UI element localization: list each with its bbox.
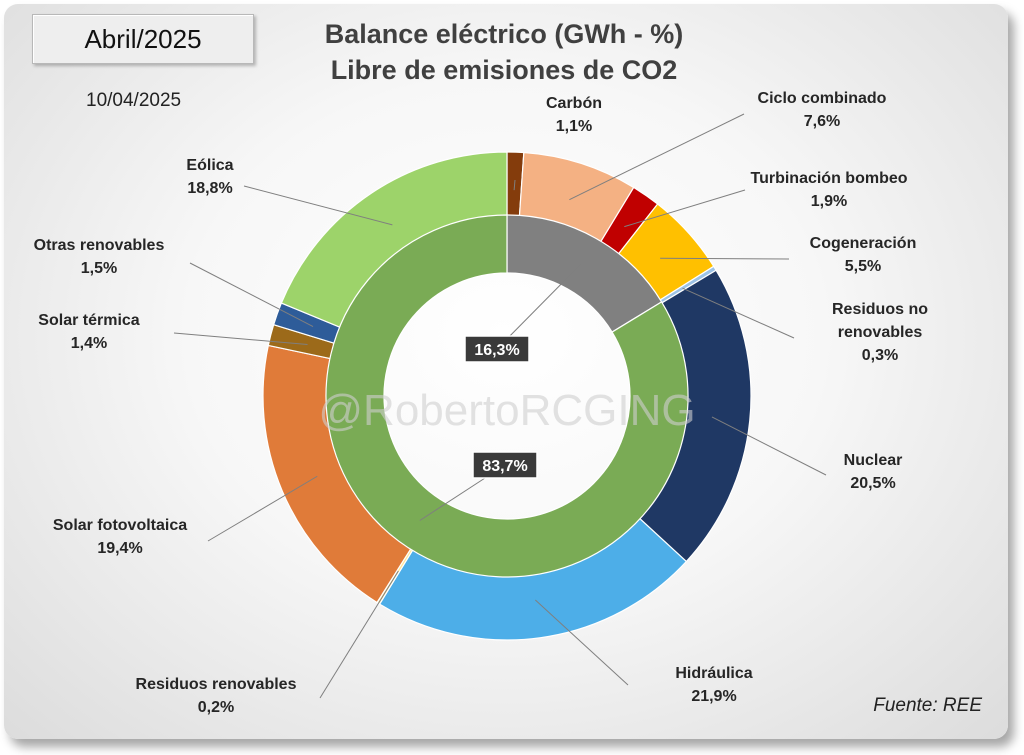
- leader-solar-fotovoltaica: [207, 475, 318, 542]
- inner-value-2: 83,7%: [482, 458, 527, 475]
- value-hidraulica: 21,9%: [691, 688, 736, 705]
- value-nuclear: 20,5%: [850, 475, 895, 492]
- value-ciclo-combinado: 7,6%: [804, 113, 840, 130]
- leader-carbon: [513, 179, 516, 191]
- inner-slice-2: [325, 214, 689, 578]
- label-cogeneracion: Cogeneración 5,5%: [810, 235, 917, 275]
- value-residuos-renovables: 0,2%: [198, 699, 234, 716]
- value-turbinacion-bombeo: 1,9%: [811, 193, 847, 210]
- leader-lines: [173, 113, 827, 699]
- label-ciclo-combinado: Ciclo combinado 7,6%: [758, 90, 887, 130]
- source-note: Fuente: REE: [873, 695, 982, 716]
- label-turbinacion-bombeo: Turbinación bombeo 1,9%: [750, 170, 907, 210]
- value-eolica: 18,8%: [187, 180, 232, 197]
- leader-otras-renovables: [189, 262, 314, 328]
- month-label: Abril/2025: [32, 14, 254, 64]
- label-solar-termica: Solar térmica 1,4%: [38, 312, 139, 352]
- leader-hidraulica: [535, 599, 629, 686]
- leader-residuos-no-renovables: [682, 287, 795, 339]
- leader-cogeneracion: [660, 257, 790, 260]
- label-hidraulica: Hidráulica 21,9%: [675, 665, 752, 705]
- slice-labels: Carbón 1,1% Ciclo combinado 7,6% Turbinación…: [34, 90, 929, 716]
- leader-eolica: [243, 185, 393, 226]
- chart-title-line-1: Balance eléctrico (GWh - %): [324, 19, 684, 49]
- label-residuos-renovables: Residuos renovables 0,2%: [136, 676, 297, 716]
- value-residuos-no-renovables: 0,3%: [862, 347, 898, 364]
- report-date: 10/04/2025: [86, 90, 182, 111]
- label-nuclear: Nuclear 20,5%: [844, 452, 903, 492]
- leader-solar-termica: [173, 332, 308, 346]
- leader-ciclo-combinado: [569, 113, 745, 201]
- chart-title: Balance eléctrico (GWh - %) Libre de emi…: [244, 16, 764, 88]
- inner-value-box-1: [464, 335, 530, 363]
- watermark: @RobertoRCGING: [318, 386, 695, 435]
- value-otras-renovables: 1,5%: [81, 260, 117, 277]
- label-otras-renovables: Otras renovables 1,5%: [34, 237, 165, 277]
- donut-rings: [262, 151, 752, 641]
- label-solar-fotovoltaica: Solar fotovoltaica 19,4%: [53, 517, 187, 557]
- label-eolica: Eólica 18,8%: [186, 157, 233, 197]
- label-carbon: Carbón 1,1%: [546, 95, 602, 135]
- inner-leader-1: [496, 263, 582, 350]
- chart-title-line-2: Libre de emisiones de CO2: [330, 55, 678, 85]
- value-cogeneracion: 5,5%: [845, 258, 881, 275]
- value-solar-termica: 1,4%: [71, 335, 107, 352]
- inner-value-1: 16,3%: [474, 342, 519, 359]
- value-carbon: 1,1%: [556, 118, 592, 135]
- leader-nuclear: [711, 416, 827, 476]
- leader-turbinacion-bombeo: [624, 189, 746, 228]
- label-residuos-no-renovables: Residuos no renovables 0,3%: [832, 301, 928, 364]
- leader-residuos-renovables: [319, 570, 399, 699]
- value-solar-fotovoltaica: 19,4%: [97, 540, 142, 557]
- inner-value-box-2: [472, 451, 538, 479]
